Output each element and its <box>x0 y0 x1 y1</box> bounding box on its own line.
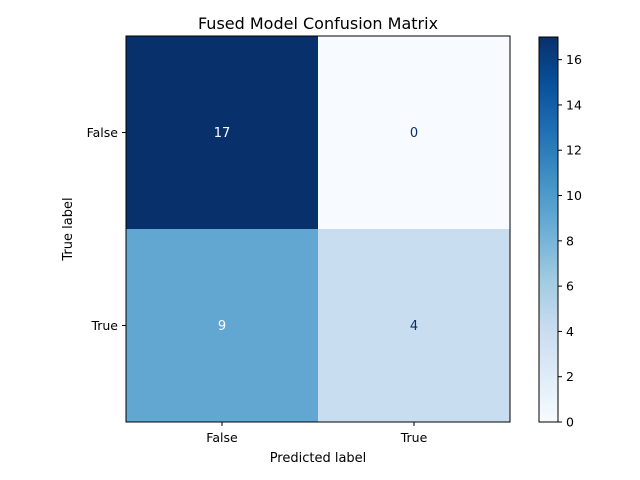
x-tick-label-1: True <box>400 430 428 445</box>
colorbar-tick-label-6: 12 <box>566 143 582 158</box>
y-tick-label-0: False <box>87 125 119 140</box>
colorbar <box>538 36 559 423</box>
y-axis-label: True label <box>61 197 76 261</box>
colorbar-tick-label-1: 2 <box>566 369 574 384</box>
matrix-cell-r0-c1 <box>318 36 510 229</box>
colorbar-tick-label-7: 14 <box>566 97 582 112</box>
colorbar-tick-label-5: 10 <box>566 188 582 203</box>
matrix-cell-r1-c1 <box>318 229 510 422</box>
cell-value-r0-c0: 17 <box>214 126 231 141</box>
matrix-cells <box>126 36 510 422</box>
chart-title: Fused Model Confusion Matrix <box>198 14 438 33</box>
colorbar-tick-label-3: 6 <box>566 279 574 294</box>
matrix-cell-r0-c0 <box>126 36 318 229</box>
plot-frame <box>125 35 511 423</box>
x-tick-label-0: False <box>206 430 238 445</box>
matrix-cell-labels: 17 0 9 4 <box>214 126 418 334</box>
cell-value-r1-c1: 4 <box>410 319 418 334</box>
cell-value-r0-c1: 0 <box>410 126 418 141</box>
cell-value-r1-c0: 9 <box>218 319 226 334</box>
y-tick-label-1: True <box>90 318 118 333</box>
colorbar-tick-label-2: 4 <box>566 324 574 339</box>
colorbar-tick-label-8: 16 <box>566 52 582 67</box>
y-axis-ticks: False True <box>87 125 126 333</box>
x-axis-label: Predicted label <box>270 451 367 466</box>
matrix-cell-r1-c0 <box>126 229 318 422</box>
x-axis-ticks: False True <box>206 422 428 445</box>
colorbar-ticks: 0 2 4 6 8 10 12 14 16 <box>558 52 582 430</box>
colorbar-tick-label-4: 8 <box>566 233 574 248</box>
colorbar-tick-label-0: 0 <box>566 415 574 430</box>
